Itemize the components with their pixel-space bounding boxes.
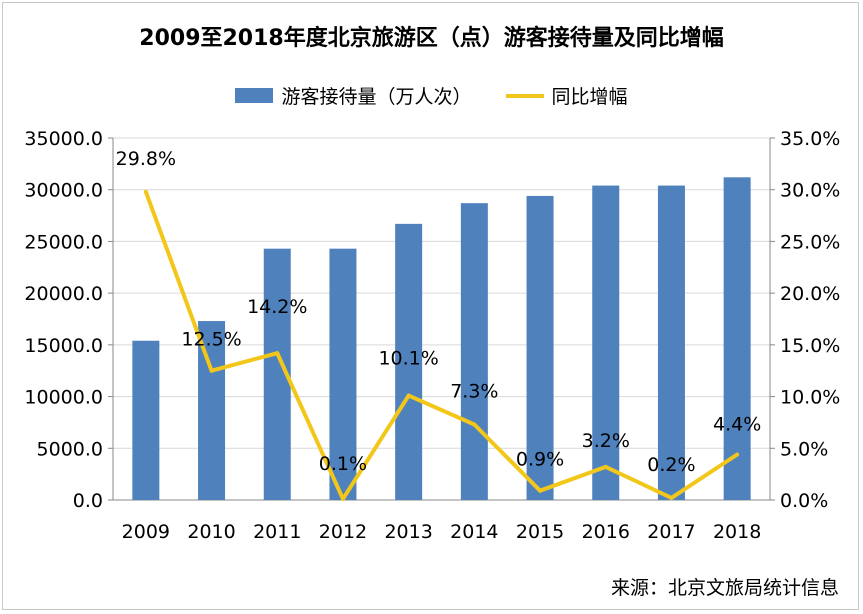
- line-data-label: 12.5%: [181, 329, 241, 351]
- line-data-label: 0.1%: [319, 453, 367, 475]
- x-tick-label: 2012: [319, 521, 367, 543]
- bar: [329, 248, 357, 500]
- x-tick-label: 2017: [647, 521, 695, 543]
- right-tick-label: 0.0%: [780, 490, 828, 512]
- x-tick-label: 2013: [384, 521, 432, 543]
- line-point: [603, 464, 608, 469]
- x-tick-label: 2015: [516, 521, 564, 543]
- legend-bar-swatch: [235, 88, 274, 103]
- right-tick-label: 35.0%: [780, 128, 840, 150]
- x-tick-label: 2010: [187, 521, 235, 543]
- bar: [132, 340, 160, 500]
- line-data-label: 3.2%: [582, 430, 630, 452]
- right-tick-label: 15.0%: [780, 335, 840, 357]
- left-tick-label: 0.0: [73, 490, 103, 512]
- chart-legend: 游客接待量（万人次） 同比增幅: [0, 82, 863, 109]
- line-data-label: 4.4%: [713, 413, 761, 435]
- x-tick-label: 2011: [253, 521, 301, 543]
- right-tick-label: 30.0%: [780, 180, 840, 202]
- bar: [657, 185, 685, 500]
- bar: [526, 195, 554, 501]
- right-tick-label: 20.0%: [780, 283, 840, 305]
- x-tick-label: 2009: [122, 521, 170, 543]
- bar: [395, 223, 423, 501]
- line-data-label: 7.3%: [450, 380, 498, 402]
- growth-line: [143, 191, 739, 501]
- left-tick-label: 25000.0: [24, 231, 103, 253]
- legend-item-line: 同比增幅: [505, 82, 628, 109]
- line-data-label: 0.2%: [647, 454, 695, 476]
- left-tick-label: 15000.0: [24, 335, 103, 357]
- line-point: [209, 368, 214, 373]
- line-point: [406, 393, 411, 398]
- x-tick-label: 2018: [713, 521, 761, 543]
- source-note: 来源：北京文旅局统计信息: [610, 577, 839, 599]
- bar: [592, 185, 620, 500]
- right-tick-label: 10.0%: [780, 387, 840, 409]
- legend-line-swatch: [505, 93, 544, 98]
- line-data-label: 10.1%: [378, 348, 438, 370]
- line-point: [143, 189, 148, 194]
- line-point: [275, 351, 280, 356]
- legend-bar-label: 游客接待量（万人次）: [281, 86, 472, 108]
- line-point: [538, 488, 543, 493]
- left-tick-label: 10000.0: [24, 387, 103, 409]
- left-tick-label: 20000.0: [24, 283, 103, 305]
- x-tick-label: 2016: [582, 521, 630, 543]
- left-tick-label: 35000.0: [24, 128, 103, 150]
- line-point: [669, 495, 674, 500]
- x-tick-label: 2014: [450, 521, 498, 543]
- right-tick-label: 25.0%: [780, 231, 840, 253]
- bar: [460, 203, 488, 500]
- legend-line-label: 同比增幅: [551, 86, 628, 108]
- left-tick-label: 5000.0: [37, 438, 103, 460]
- bar: [723, 177, 751, 500]
- line-data-label: 29.8%: [116, 148, 176, 170]
- left-tick-label: 30000.0: [24, 180, 103, 202]
- legend-item-bar: 游客接待量（万人次）: [235, 82, 472, 109]
- chart-title: 2009至2018年度北京旅游区（点）游客接待量及同比增幅: [139, 26, 724, 51]
- right-tick-label: 5.0%: [780, 438, 828, 460]
- line-data-label: 14.2%: [247, 296, 307, 318]
- line-data-label: 0.9%: [516, 449, 564, 471]
- line-point: [735, 452, 740, 457]
- line-point: [340, 496, 345, 501]
- line-point: [472, 422, 477, 427]
